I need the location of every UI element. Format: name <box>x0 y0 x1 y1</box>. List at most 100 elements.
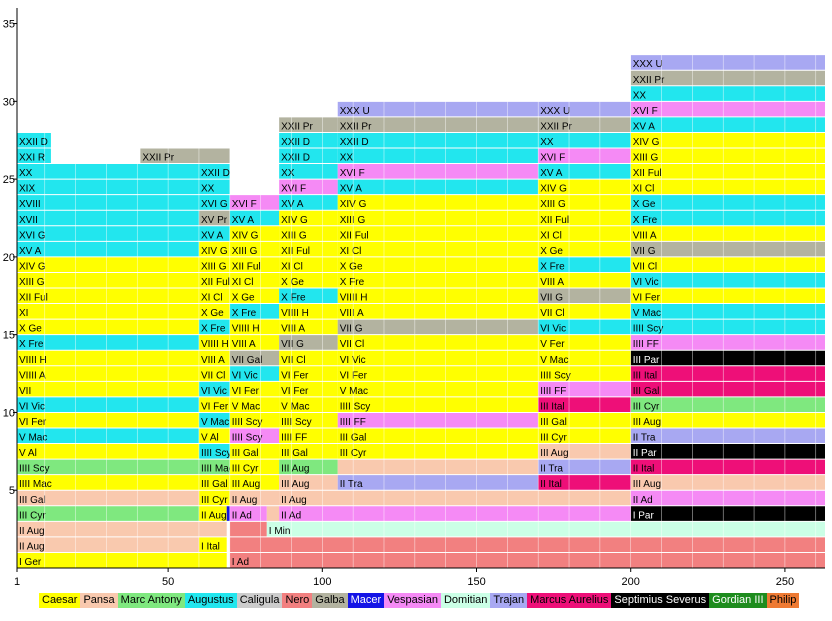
segment-label: VI Fer <box>281 370 309 381</box>
segment-label: VII G <box>540 293 563 304</box>
bar-segment <box>538 288 631 304</box>
segment-label: XI Cl <box>540 230 562 241</box>
segment-label: III Aug <box>633 479 661 490</box>
segment-label: XI Cl <box>201 293 223 304</box>
x-tick-label: 150 <box>467 576 485 588</box>
bar-segment <box>198 303 230 320</box>
segment-label: XIII G <box>633 153 659 164</box>
bar-segment <box>198 365 230 382</box>
bar-segment <box>538 412 631 428</box>
segment-label: XI Cl <box>340 246 362 257</box>
bar-segment <box>198 194 230 211</box>
segment-label: VI Vic <box>633 277 659 288</box>
segment-label: IIII FF <box>540 386 566 397</box>
segment-label: XI Cl <box>633 184 655 195</box>
segment-label: VIII A <box>201 355 225 366</box>
segment-label: X Ge <box>281 277 304 288</box>
bar-segment <box>17 132 51 148</box>
segment-label: XIII G <box>19 277 45 288</box>
segment-label: V Mac <box>232 401 260 412</box>
segment-label: IIII Scy <box>201 448 232 459</box>
bar-segment <box>630 303 825 320</box>
bar-segment <box>198 288 230 304</box>
x-tick-label: 100 <box>313 576 331 588</box>
segment-label: XIV G <box>633 137 660 148</box>
segment-label: XIII G <box>281 230 307 241</box>
segment-label: XXII Pr <box>340 121 372 132</box>
bar-segment <box>630 225 825 242</box>
segment-label: VII Cl <box>281 355 305 366</box>
segment-label: VI Fer <box>232 386 260 397</box>
legend-item: Septimius Severus <box>611 593 710 608</box>
segment-label: XXII Pr <box>142 153 174 164</box>
bar-segment <box>538 179 631 195</box>
segment-label: XVI F <box>633 106 658 117</box>
segment-label: IIII Scy <box>633 324 664 335</box>
bar-segment <box>198 319 230 335</box>
bar-segment <box>229 536 826 553</box>
segment-label: XVI F <box>232 199 257 210</box>
segment-label: X Fre <box>232 308 257 319</box>
x-axis-ticks: 1 50 100 150 200 250 <box>14 568 794 588</box>
segment-label: V Fer <box>540 339 565 350</box>
segment-label: XIV G <box>19 261 46 272</box>
bar-segment <box>630 490 825 506</box>
segment-label: VIIII H <box>340 293 368 304</box>
segment-label: III Aug <box>633 417 661 428</box>
segment-label: III Gal <box>201 479 228 490</box>
segment-label: XV A <box>633 121 656 132</box>
bar-segment <box>538 256 631 273</box>
bar-segment <box>17 256 199 273</box>
legend-item: Gordian III <box>709 593 767 608</box>
bar-segment <box>630 194 825 211</box>
segment-label: XV A <box>281 199 304 210</box>
segment-label: III Cyr <box>19 510 46 521</box>
bar-segment <box>229 521 267 537</box>
segment-label: XXII Pr <box>540 121 572 132</box>
bar-segment <box>279 381 338 397</box>
bar-segment <box>229 552 826 568</box>
segment-label: VII Cl <box>633 261 657 272</box>
bar-segment <box>17 272 199 288</box>
segment-label: VI Fer <box>340 370 368 381</box>
segment-label: II Ital <box>540 479 562 490</box>
bar-segment <box>279 210 338 226</box>
bar-segment <box>229 210 280 226</box>
segment-label: VIII A <box>281 324 305 335</box>
bar-segment <box>17 474 199 491</box>
bar-segment <box>630 443 825 460</box>
bar-segment <box>337 225 539 242</box>
segment-label: IIII Scy <box>232 433 263 444</box>
y-tick-label: 10 <box>3 407 15 419</box>
bar-segment <box>538 148 631 164</box>
legend-item: Vespasian <box>384 593 441 608</box>
segment-label: I Min <box>269 526 291 537</box>
bar-segment <box>630 319 825 335</box>
bar-segment <box>337 179 539 195</box>
bar-segment <box>198 428 230 444</box>
segment-label: XIV G <box>281 215 308 226</box>
segment-label: I Ital <box>201 541 220 552</box>
segment-label: XV A <box>232 215 255 226</box>
segment-label: XVI F <box>540 153 565 164</box>
segment-label: XIII G <box>340 215 366 226</box>
bar-segment <box>17 381 199 397</box>
bar-segment <box>279 490 631 506</box>
segment-label: VIII A <box>232 339 256 350</box>
segment-label: VII Cl <box>540 308 564 319</box>
bar-segment <box>17 350 199 366</box>
segment-label: XII Ful <box>201 277 230 288</box>
bar-segment <box>229 490 280 506</box>
bar-segment <box>337 241 539 257</box>
segment-label: VI Vic <box>19 401 45 412</box>
segment-label: VI Fer <box>201 401 229 412</box>
segment-label: XVI G <box>201 199 228 210</box>
segment-label: III Gal <box>540 417 567 428</box>
bar-segment <box>538 334 631 351</box>
segment-label: VI Vic <box>201 386 227 397</box>
bar-segment <box>337 101 539 117</box>
bar-segment <box>279 303 338 320</box>
bar-segment <box>337 256 539 273</box>
segment-label: XI Cl <box>232 277 254 288</box>
segment-label: V Mac <box>633 308 661 319</box>
